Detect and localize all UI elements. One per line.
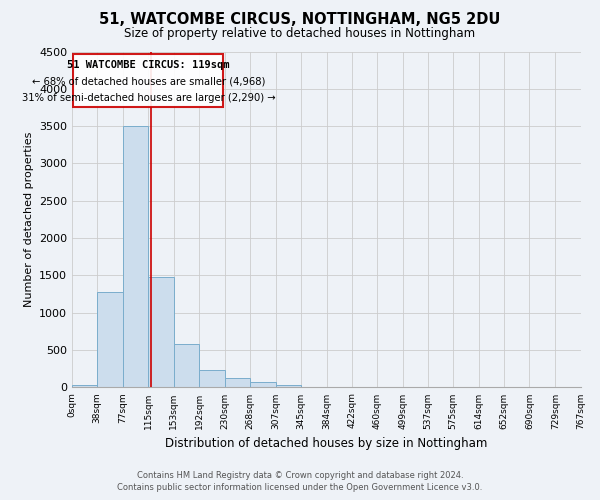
Bar xyxy=(148,277,173,388)
Bar xyxy=(275,385,301,388)
Text: 51, WATCOMBE CIRCUS, NOTTINGHAM, NG5 2DU: 51, WATCOMBE CIRCUS, NOTTINGHAM, NG5 2DU xyxy=(100,12,500,28)
Bar xyxy=(72,385,97,388)
Bar xyxy=(97,292,123,388)
Bar xyxy=(199,370,224,388)
X-axis label: Distribution of detached houses by size in Nottingham: Distribution of detached houses by size … xyxy=(165,437,487,450)
Bar xyxy=(123,126,148,388)
Text: 31% of semi-detached houses are larger (2,290) →: 31% of semi-detached houses are larger (… xyxy=(22,92,275,102)
FancyBboxPatch shape xyxy=(73,54,223,106)
Y-axis label: Number of detached properties: Number of detached properties xyxy=(23,132,34,307)
Text: Size of property relative to detached houses in Nottingham: Size of property relative to detached ho… xyxy=(124,28,476,40)
Bar xyxy=(224,378,250,388)
Text: 51 WATCOMBE CIRCUS: 119sqm: 51 WATCOMBE CIRCUS: 119sqm xyxy=(67,60,230,70)
Bar xyxy=(250,382,275,388)
Bar xyxy=(173,344,199,388)
Bar xyxy=(301,386,326,388)
Text: ← 68% of detached houses are smaller (4,968): ← 68% of detached houses are smaller (4,… xyxy=(32,76,265,86)
Text: Contains HM Land Registry data © Crown copyright and database right 2024.
Contai: Contains HM Land Registry data © Crown c… xyxy=(118,471,482,492)
